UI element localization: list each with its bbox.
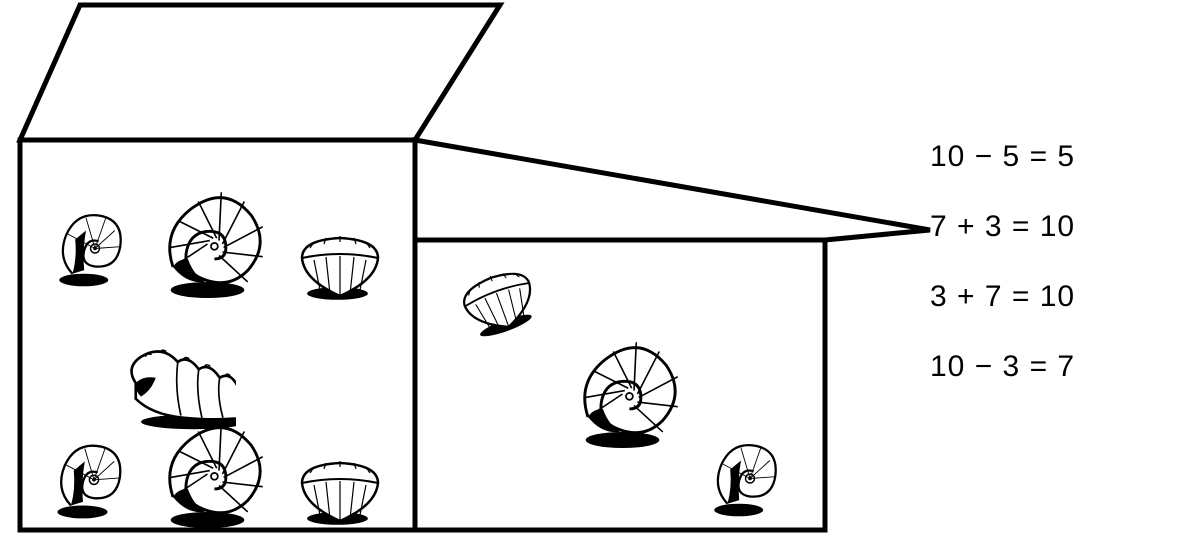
equations-list: 10 − 5 = 5 7 + 3 = 10 3 + 7 = 10 10 − 3 … <box>930 140 1075 384</box>
equation-2: 7 + 3 = 10 <box>930 210 1075 244</box>
shell-nautilus <box>150 175 277 302</box>
shell-snail_small <box>705 420 804 519</box>
shell-clam <box>290 205 400 315</box>
shell-clam <box>290 430 400 540</box>
shell-snail_small <box>50 190 149 289</box>
shell-snail_small <box>48 420 149 521</box>
worksheet-stage: 10 − 5 = 5 7 + 3 = 10 3 + 7 = 10 10 − 3 … <box>0 0 1187 560</box>
shell-nautilus <box>150 405 277 532</box>
shell-clam <box>440 265 539 364</box>
equation-1: 10 − 5 = 5 <box>930 140 1075 174</box>
equation-3: 3 + 7 = 10 <box>930 280 1075 314</box>
equation-4: 10 − 3 = 7 <box>930 350 1075 384</box>
shell-nautilus <box>565 325 692 452</box>
